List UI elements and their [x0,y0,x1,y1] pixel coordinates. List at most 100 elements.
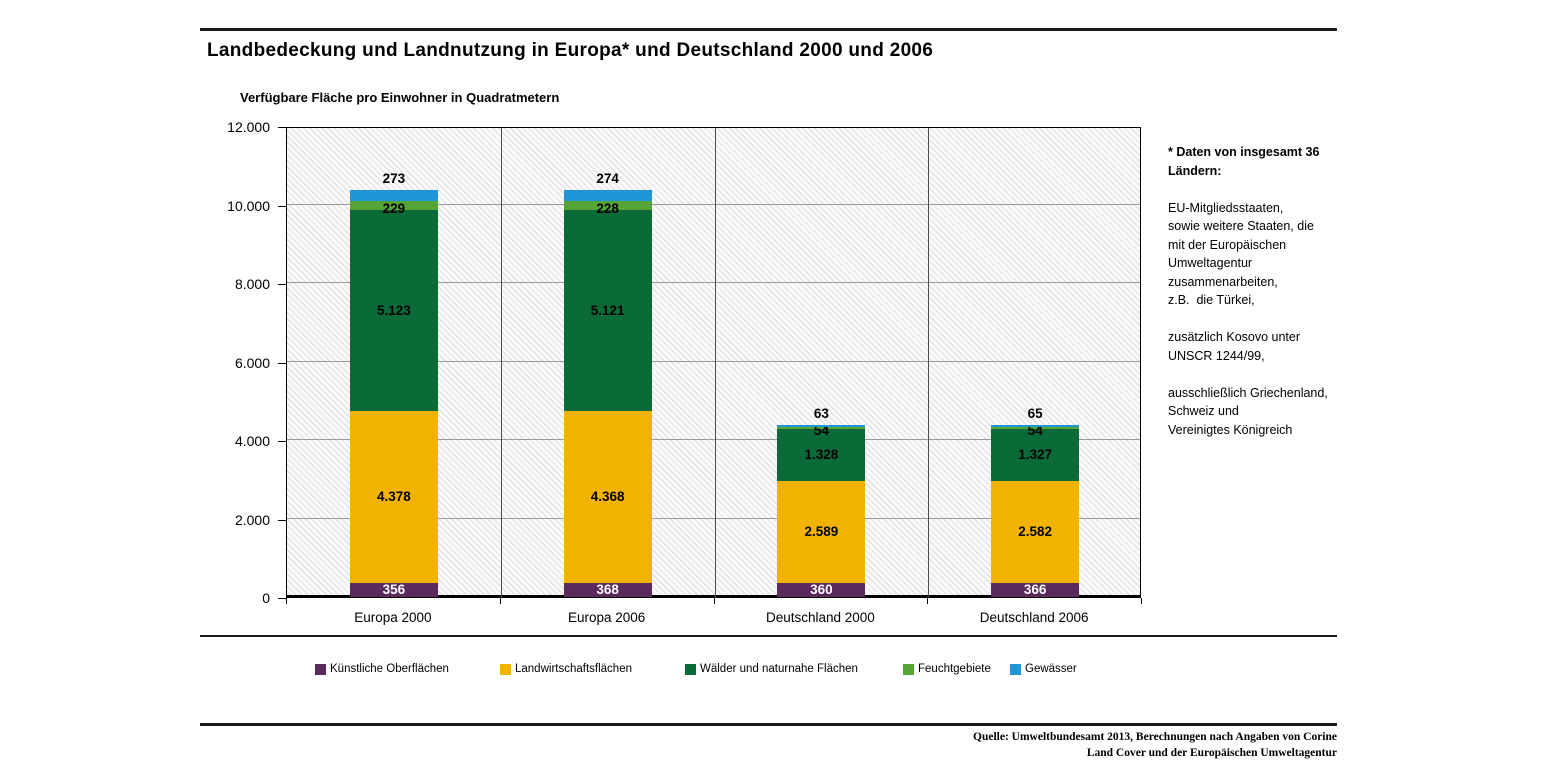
grid-line [287,360,1140,362]
bar-value-label: 2.582 [1018,523,1053,539]
legend-swatch [903,663,914,675]
grid-line [287,203,1140,205]
bar-value-label: 356 [382,582,406,597]
bottom-rule [200,723,1337,726]
bar-value-label: 228 [596,200,619,216]
x-axis-tick [499,598,501,604]
bar-segment [777,582,866,597]
x-axis-tick [286,598,287,604]
bar-segment [349,201,438,211]
legend-item: Künstliche Oberflächen [315,663,449,675]
bar-segment [991,481,1080,583]
bar-value-label: 4.368 [590,488,625,504]
page-title: Landbedeckung und Landnutzung in Europa*… [207,40,934,61]
bar-segment [991,582,1080,597]
footnote-line: EU-Mitgliedsstaaten, [1168,200,1284,215]
y-axis-label: 8.000 [234,276,270,292]
bar-value-label: 368 [596,581,619,597]
bar-value-label: 4.378 [376,489,411,505]
y-axis-label: 4.000 [234,433,270,449]
legend-label: Feuchtgebiete [918,663,991,675]
footnote-line: zusammenarbeiten, [1168,274,1278,289]
bar-segment [563,201,652,211]
y-axis-tick [278,205,286,207]
bar-segment [777,424,866,428]
bar-segment [991,427,1080,430]
source-line: Land Cover und der Europäischen Umweltag… [1086,747,1337,759]
footnote-line: UNSCR 1244/99, [1168,348,1265,363]
x-axis-line [287,595,1140,597]
footnote-line [1168,365,1368,384]
bar-value-label: 229 [382,200,406,216]
bar-segment [349,210,438,412]
source-line: Quelle: Umweltbundesamt 2013, Berechnung… [973,731,1337,743]
y-axis-label: 6.000 [234,354,270,371]
x-axis-tick [713,598,715,604]
y-axis-label: 12.000 [227,119,270,135]
source-text: Quelle: Umweltbundesamt 2013, Berechnung… [790,729,1337,761]
legend-label: Wälder und naturnahe Flächen [700,663,858,675]
footnote-line [1168,310,1368,329]
footnote-line: zusätzlich Kosovo unter [1168,330,1301,344]
x-axis-tick [927,598,929,604]
footnote-line [1168,180,1368,199]
bar-segment [563,582,652,597]
bar-segment [777,481,866,583]
category-separator [500,128,502,597]
category-separator [714,128,716,597]
bar-segment [349,583,438,597]
legend-label: Landwirtschaftsflächen [515,663,632,675]
footnote: * Daten von insgesamt 36 Ländern: EU-Mitg… [1168,143,1368,439]
bar-segment [563,411,652,583]
legend-swatch [1010,663,1021,675]
bar-total-label: 63 [813,405,829,421]
footnote-heading-line: * Daten von insgesamt 36 [1168,145,1320,159]
grid-line [287,517,1140,519]
x-axis-label: Deutschland 2006 [979,610,1089,625]
bar-value-label: 5.121 [590,302,625,318]
x-axis-tick [1141,598,1142,604]
bar-segment [563,190,652,202]
value-axis-title: Verfügbare Fläche pro Einwohner in Quadr… [240,90,560,105]
footnote-heading-line: Ländern: [1168,163,1222,178]
footnote-line: mit der Europäischen [1168,237,1287,252]
bar-segment [777,429,866,482]
top-rule [200,28,1337,31]
legend-item: Landwirtschaftsflächen [500,663,632,675]
bar-value-label: 5.123 [376,302,411,318]
y-axis-tick [278,598,286,599]
bar-segment [349,190,438,202]
y-axis-label: 0 [262,590,270,606]
category-separator [928,128,930,597]
y-axis-label: 10.000 [227,197,270,214]
y-axis-tick [278,441,286,442]
y-axis-tick [278,362,286,364]
legend-swatch [500,663,511,675]
x-axis-label: Deutschland 2000 [765,610,875,625]
footnote-line: Schweiz und [1168,404,1239,418]
plot-area: 356 4.378 5.123 229 273 368 4.368 5.121 228 274 36… [286,127,1141,598]
y-axis-label: 2.000 [234,511,270,528]
bar-total-label: 65 [1027,405,1043,421]
y-axis-tick [278,284,286,285]
legend-item: Wälder und naturnahe Flächen [685,663,858,675]
bar-value-label: 360 [810,581,833,597]
legend-item: Gewässer [1010,663,1077,675]
bar-segment [563,210,652,412]
bar-total-label: 274 [596,171,619,187]
legend-label: Künstliche Oberflächen [330,663,449,675]
y-axis-tick [278,127,286,128]
mid-rule [200,635,1337,637]
footnote-line: z.B. die Türkei, [1168,293,1255,307]
x-axis-label: Europa 2006 [567,610,646,625]
grid-line [287,282,1140,283]
y-axis-tick [278,519,286,521]
footnote-line: Vereinigtes Königreich [1168,422,1293,437]
legend-item: Feuchtgebiete [903,663,991,675]
bar-value-label: 1.327 [1018,447,1053,463]
bar-value-label: 2.589 [804,524,839,540]
footnote-line: Umweltagentur [1168,256,1253,270]
legend-swatch [315,663,326,675]
bar-value-label: 1.328 [804,447,839,463]
